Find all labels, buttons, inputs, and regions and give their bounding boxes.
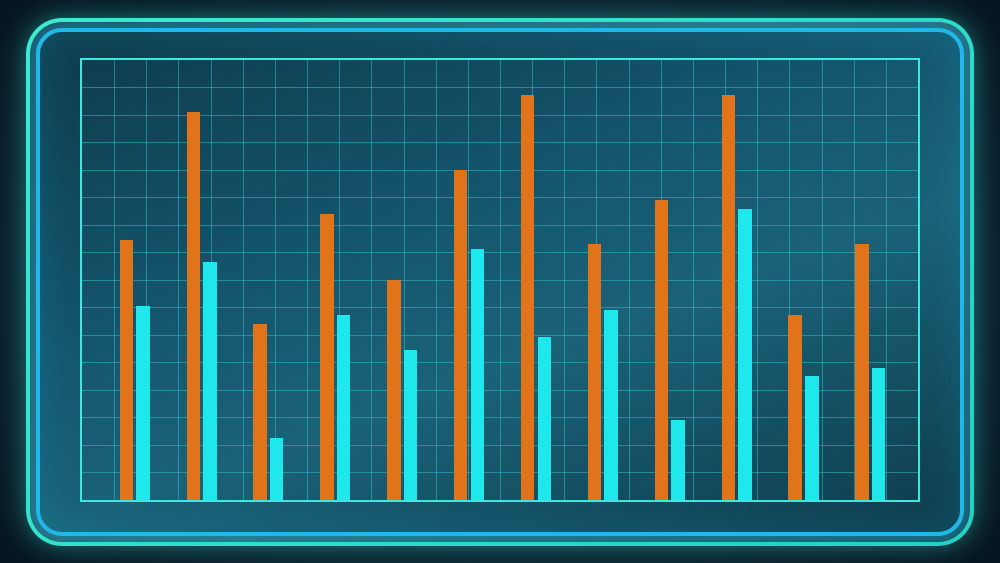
bar-series-b bbox=[136, 306, 149, 500]
bar-group bbox=[120, 60, 150, 500]
bar-series-a bbox=[655, 200, 668, 499]
bar-series-b bbox=[604, 310, 617, 499]
bar-series-a bbox=[521, 95, 534, 500]
bar-series-b bbox=[404, 350, 417, 500]
bar-series-b bbox=[538, 337, 551, 500]
bar-series-a bbox=[855, 244, 868, 499]
bar-chart bbox=[80, 58, 920, 502]
bar-series-b bbox=[805, 376, 818, 499]
screen-inner bbox=[36, 28, 964, 536]
bar-series-b bbox=[203, 262, 216, 500]
bar-series-a bbox=[253, 324, 266, 500]
screen-frame bbox=[30, 22, 970, 542]
bar-series-a bbox=[588, 244, 601, 499]
bar-group bbox=[588, 60, 618, 500]
bar-group bbox=[320, 60, 350, 500]
bar-group bbox=[454, 60, 484, 500]
bar-group bbox=[788, 60, 818, 500]
bar-series-a bbox=[454, 170, 467, 500]
bar-group bbox=[521, 60, 551, 500]
bar-series-b bbox=[471, 249, 484, 500]
bar-series-b bbox=[337, 315, 350, 500]
bar-series-b bbox=[270, 438, 283, 500]
bar-group bbox=[253, 60, 283, 500]
bar-series-a bbox=[387, 280, 400, 500]
bar-series-a bbox=[120, 240, 133, 500]
bars-layer bbox=[82, 60, 918, 500]
bar-group bbox=[722, 60, 752, 500]
bar-series-a bbox=[788, 315, 801, 500]
bar-series-a bbox=[187, 112, 200, 499]
bar-series-b bbox=[738, 209, 751, 499]
bar-group bbox=[655, 60, 685, 500]
bar-group bbox=[855, 60, 885, 500]
bar-group bbox=[387, 60, 417, 500]
bar-series-b bbox=[671, 420, 684, 499]
bar-series-b bbox=[872, 368, 885, 500]
bar-series-a bbox=[320, 214, 333, 500]
bar-group bbox=[187, 60, 217, 500]
bar-series-a bbox=[722, 95, 735, 500]
